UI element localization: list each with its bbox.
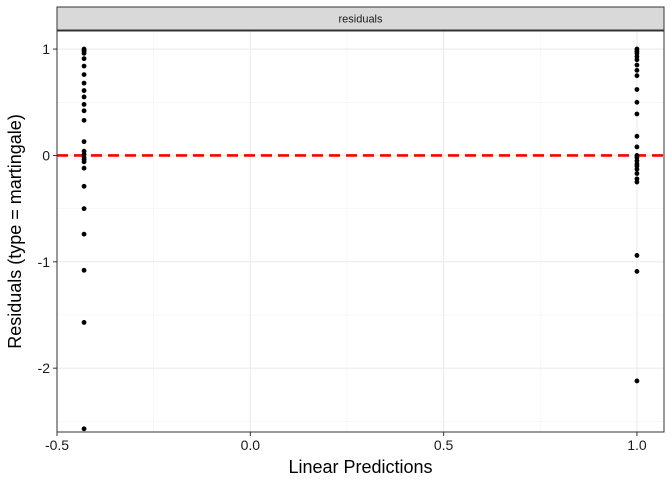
plot-panel <box>57 31 664 432</box>
data-point <box>634 253 640 258</box>
data-point <box>634 268 640 274</box>
data-point <box>81 88 87 93</box>
data-point <box>634 166 640 172</box>
x-axis-title: Linear Predictions <box>288 457 432 477</box>
data-point <box>81 101 87 107</box>
data-point <box>634 62 640 68</box>
data-point <box>81 231 87 237</box>
x-tick-label: -0.5 <box>45 437 69 453</box>
y-tick-label: 0 <box>42 147 50 163</box>
data-point <box>81 80 87 86</box>
data-point <box>634 171 640 176</box>
data-point <box>81 50 87 56</box>
data-point <box>634 378 640 384</box>
data-point <box>634 111 640 117</box>
plot-panel-border <box>56 30 665 433</box>
data-point <box>81 159 87 165</box>
data-point <box>81 94 87 100</box>
data-point <box>634 99 640 105</box>
y-tick-label: -2 <box>38 360 51 376</box>
data-point <box>634 87 640 92</box>
data-point <box>81 108 87 114</box>
data-point <box>81 63 87 69</box>
data-points <box>81 46 640 432</box>
facet-strip <box>56 6 665 31</box>
data-point <box>634 57 640 63</box>
facet-strip-label: residuals <box>338 14 383 26</box>
data-point <box>81 206 87 212</box>
y-tick-label: 1 <box>42 41 50 57</box>
data-point <box>634 179 640 185</box>
axes: -0.5 0.0 0.5 1.0 1 0 -1 -2 <box>38 41 647 453</box>
data-point <box>81 183 87 189</box>
data-point <box>81 320 87 325</box>
data-point <box>81 117 87 123</box>
x-tick-label: 1.0 <box>627 437 647 453</box>
data-point <box>81 426 87 432</box>
data-point <box>81 139 87 145</box>
data-point <box>634 73 640 79</box>
data-point <box>81 267 87 273</box>
x-tick-label: 0.5 <box>434 437 454 453</box>
data-point <box>634 67 640 73</box>
data-point <box>634 133 640 139</box>
data-point <box>634 144 640 150</box>
y-tick-label: -1 <box>38 254 51 270</box>
data-point <box>81 56 87 62</box>
data-point <box>81 72 87 78</box>
data-point <box>81 165 87 171</box>
x-tick-label: 0.0 <box>241 437 261 453</box>
y-axis-title: Residuals (type = martingale) <box>5 114 25 349</box>
